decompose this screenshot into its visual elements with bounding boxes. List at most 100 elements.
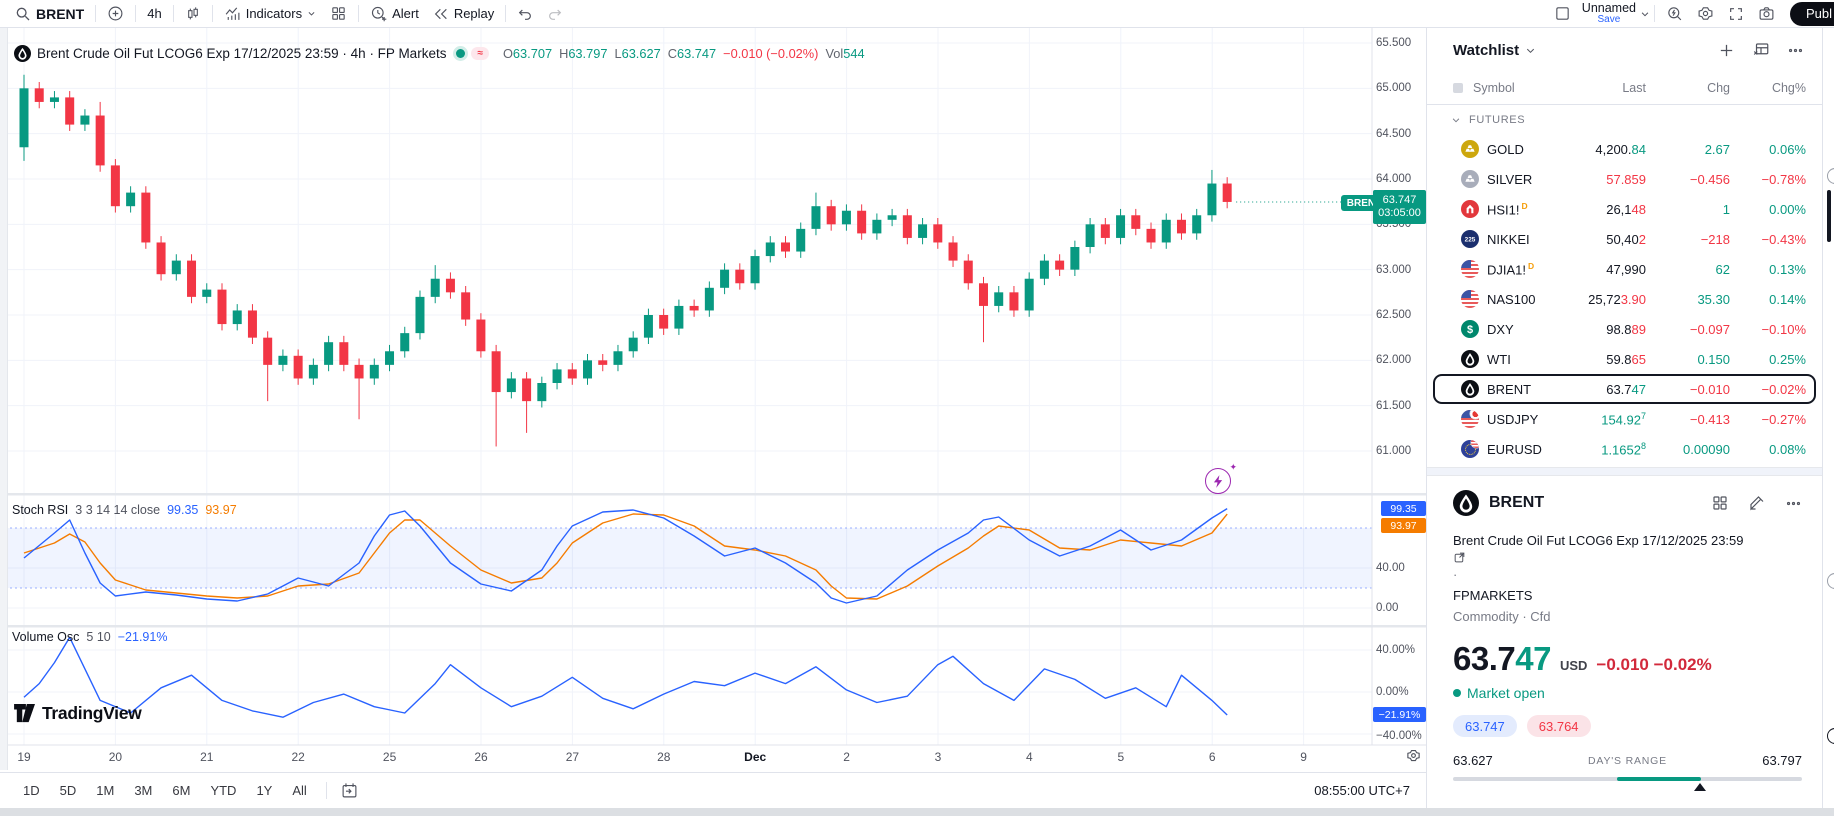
candle-body: [156, 242, 166, 275]
time-axis-label[interactable]: 25: [382, 750, 397, 764]
legend-title[interactable]: Brent Crude Oil Fut LCOG6 Exp 17/12/2025…: [37, 45, 447, 61]
chart-style-button[interactable]: [178, 2, 208, 26]
stoch-d-value: 93.97: [205, 503, 237, 517]
time-axis-label[interactable]: 22: [291, 750, 305, 764]
stoch-rsi-legend[interactable]: Stoch RSI 3 3 14 14 close 99.35 93.97: [12, 503, 237, 517]
right-edge-toolbar[interactable]: [1822, 28, 1834, 816]
go-to-date-button[interactable]: [337, 779, 362, 803]
data-status-icon[interactable]: [456, 48, 466, 58]
range-button-5d[interactable]: 5D: [59, 783, 77, 798]
time-axis-label[interactable]: 28: [657, 750, 671, 764]
layout-grid-button[interactable]: [323, 2, 354, 26]
redo-button[interactable]: [540, 2, 570, 26]
price-chart[interactable]: [0, 28, 1426, 770]
price-scale-label[interactable]: 65.500: [1376, 37, 1412, 49]
row-last: 50,402: [1606, 231, 1646, 247]
price-scale-label[interactable]: 61.000: [1376, 445, 1412, 457]
layout-select-button[interactable]: [1547, 2, 1578, 26]
external-link-icon[interactable]: [1453, 551, 1466, 564]
flag-icon[interactable]: [1453, 83, 1463, 93]
more-menu-icon[interactable]: [1787, 42, 1804, 59]
compare-button[interactable]: [100, 2, 131, 26]
publish-button[interactable]: Publ: [1790, 1, 1834, 26]
price-scale-label[interactable]: 63.000: [1376, 263, 1412, 276]
watchlist-row-eurusd[interactable]: EURUSD 1.16528 0.00090 0.08%: [1427, 434, 1822, 464]
price-scale-label[interactable]: 62.000: [1376, 354, 1412, 367]
alert-button[interactable]: Alert: [363, 2, 426, 26]
range-button-1d[interactable]: 1D: [23, 783, 40, 798]
watchlist-row-hsi1[interactable]: HSI1! D 26,148 1 0.00%: [1427, 194, 1822, 224]
grid-view-icon[interactable]: [1711, 494, 1729, 512]
quick-search-button[interactable]: [1659, 2, 1690, 26]
settings-button[interactable]: [1690, 2, 1721, 26]
tradingview-logo[interactable]: TradingView: [14, 703, 142, 724]
chevron-down-icon[interactable]: [1525, 45, 1536, 56]
watchlist-row-nikkei[interactable]: 225 NIKKEI 50,402 −218 −0.43%: [1427, 224, 1822, 254]
screenshot-button[interactable]: [1751, 2, 1782, 26]
fullscreen-button[interactable]: [1721, 2, 1751, 26]
replay-button[interactable]: Replay: [426, 2, 501, 26]
time-axis-label[interactable]: 9: [1300, 750, 1307, 764]
watchlist-row-gold[interactable]: GOLD 4,200.84 2.67 0.06%: [1427, 134, 1822, 164]
column-last[interactable]: Last: [1622, 81, 1646, 95]
symbol-search-button[interactable]: BRENT: [8, 2, 91, 26]
add-symbol-icon[interactable]: [1718, 42, 1735, 59]
bid-pill[interactable]: 63.747: [1453, 715, 1517, 737]
chevron-down-icon[interactable]: [1640, 9, 1650, 19]
watchlist-title[interactable]: Watchlist: [1453, 41, 1520, 59]
watchlist-grid-icon[interactable]: [1752, 41, 1770, 59]
technicals-spark-button[interactable]: ✦: [1205, 462, 1237, 494]
time-axis-label[interactable]: 27: [565, 750, 580, 764]
panel-divider[interactable]: [1427, 467, 1822, 476]
price-scale-label[interactable]: 64.500: [1376, 127, 1412, 140]
volume-osc-legend[interactable]: Volume Osc 5 10 −21.91%: [12, 630, 167, 644]
time-axis-label[interactable]: 19: [17, 750, 31, 764]
column-chg-pct[interactable]: Chg%: [1771, 81, 1806, 95]
chart-legend[interactable]: Brent Crude Oil Fut LCOG6 Exp 17/12/2025…: [14, 44, 865, 62]
detail-symbol-title[interactable]: BRENT: [1489, 494, 1545, 511]
range-button-ytd[interactable]: YTD: [210, 783, 237, 798]
time-axis-label[interactable]: Dec: [744, 750, 767, 764]
indicators-button[interactable]: Indicators: [217, 2, 323, 26]
collapsed-drawing-toolbar[interactable]: [0, 28, 8, 770]
time-axis-label[interactable]: 3: [934, 750, 942, 764]
scrollbar-thumb[interactable]: [1827, 190, 1831, 242]
detail-description[interactable]: Brent Crude Oil Fut LCOG6 Exp 17/12/2025…: [1453, 533, 1744, 603]
price-scale-label[interactable]: 65.000: [1376, 82, 1412, 95]
time-axis-label[interactable]: 2: [843, 750, 850, 764]
time-axis-label[interactable]: 5: [1117, 750, 1125, 764]
watchlist-section-futures[interactable]: FUTURES: [1427, 105, 1822, 134]
watchlist-row-silver[interactable]: SILVER 57.859 −0.456 −0.78%: [1427, 164, 1822, 194]
time-axis-label[interactable]: 21: [200, 750, 214, 764]
time-axis-settings-button[interactable]: [1406, 748, 1421, 763]
edit-icon[interactable]: [1748, 494, 1766, 512]
range-button-6m[interactable]: 6M: [172, 783, 191, 798]
column-chg[interactable]: Chg: [1707, 81, 1730, 95]
watchlist-row-dxy[interactable]: $ DXY 98.889 −0.097 −0.10%: [1427, 314, 1822, 344]
range-button-3m[interactable]: 3M: [134, 783, 153, 798]
time-axis-label[interactable]: 6: [1208, 750, 1216, 764]
row-chg-pct: −0.27%: [1761, 411, 1806, 427]
range-button-1m[interactable]: 1M: [96, 783, 115, 798]
range-button-all[interactable]: All: [292, 783, 307, 798]
ask-pill[interactable]: 63.764: [1526, 715, 1591, 737]
interval-button[interactable]: 4h: [140, 2, 168, 26]
time-axis-label[interactable]: 4: [1026, 750, 1033, 764]
price-scale-label[interactable]: 62.500: [1376, 309, 1412, 321]
more-menu-icon[interactable]: [1785, 495, 1802, 512]
undo-button[interactable]: [510, 2, 540, 26]
watchlist-row-brent[interactable]: BRENT 63.747 −0.010 −0.02%: [1433, 374, 1816, 404]
range-button-1y[interactable]: 1Y: [256, 783, 273, 798]
price-scale-label[interactable]: 64.000: [1376, 173, 1412, 185]
watchlist-row-wti[interactable]: WTI 59.865 0.150 0.25%: [1427, 344, 1822, 374]
time-axis-label[interactable]: 20: [108, 750, 123, 764]
layout-save-button[interactable]: Unnamed Save: [1578, 1, 1640, 24]
clock-timezone-button[interactable]: 08:55:00 UTC+7: [1314, 783, 1410, 798]
watchlist-row-nas100[interactable]: NAS100 25,723.90 35.30 0.14%: [1427, 284, 1822, 314]
watchlist-row-usdjpy[interactable]: USDJPY 154.927 −0.413 −0.27%: [1427, 404, 1822, 434]
price-scale-label[interactable]: 61.500: [1376, 399, 1412, 412]
column-symbol[interactable]: Symbol: [1473, 81, 1515, 95]
time-axis-label[interactable]: 26: [474, 750, 488, 764]
cfd-approx-icon[interactable]: ≈: [471, 46, 489, 60]
watchlist-row-djia1[interactable]: DJIA1! D 47,990 62 0.13%: [1427, 254, 1822, 284]
